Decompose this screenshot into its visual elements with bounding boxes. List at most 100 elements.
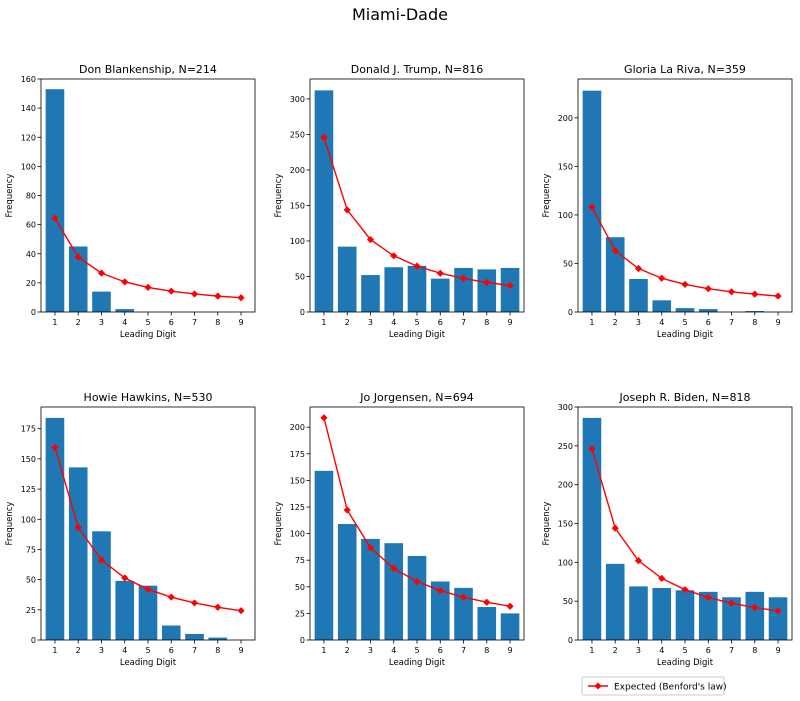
subplot-title: Jo Jorgensen, N=694 [359,391,473,404]
observed-bar [454,587,473,640]
observed-bar [92,291,111,312]
expected-point [727,599,736,607]
y-tick-label: 0 [568,308,573,317]
observed-bar [477,607,497,640]
expected-point [611,247,619,255]
y-tick-label: 50 [26,576,36,585]
x-tick-label: 7 [192,318,197,327]
observed-bar [629,278,648,312]
x-tick-label: 3 [99,318,104,327]
expected-point [413,262,421,270]
y-tick-label: 300 [290,95,305,104]
x-tick-label: 5 [414,318,419,327]
y-tick-label: 200 [558,481,573,490]
observed-bar [384,267,404,312]
x-tick-label: 5 [414,646,419,655]
x-tick-label: 2 [76,318,81,327]
expected-point [727,288,736,296]
y-axis-label: Frequency [274,174,284,218]
observed-bar [582,90,602,313]
legend: Expected (Benford's law) [581,676,727,696]
x-tick-label: 3 [368,318,373,327]
x-tick-label: 4 [122,318,127,327]
x-tick-label: 6 [438,318,443,327]
y-tick-label: 50 [563,259,573,268]
expected-point [658,574,666,583]
observed-bar [68,246,88,312]
expected-point [320,133,328,142]
expected-point [144,283,152,291]
observed-bar [337,246,357,312]
expected-point [237,294,245,302]
expected-point [51,443,59,452]
y-tick-label: 125 [290,503,305,512]
x-tick-label: 6 [169,646,174,655]
observed-bar [698,591,718,640]
observed-bar [582,417,602,640]
observed-bar [698,309,718,312]
expected-point [320,414,328,422]
y-tick-label: 200 [290,423,305,432]
y-tick-label: 100 [21,515,36,524]
expected-point [343,206,351,214]
observed-bar [337,524,357,640]
expected-point [751,290,759,298]
observed-bar [500,613,520,640]
observed-bar [629,586,648,640]
x-tick-label: 6 [706,318,711,327]
expected-point [588,203,596,211]
expected-point [237,607,245,615]
expected-point [97,556,106,564]
observed-bar [314,470,334,640]
observed-bar [652,300,672,312]
observed-bar [605,237,625,312]
y-tick-label: 150 [558,162,573,171]
expected-point [634,264,643,273]
expected-point [774,607,782,615]
expected-point [413,577,421,586]
expected-point [506,281,514,290]
observed-bar [407,265,427,312]
y-tick-label: 120 [21,133,36,142]
subplot: Howie Hawkins, N=53002550751001251501751… [5,391,256,668]
subplot: Don Blankenship, N=214 0 20 40 60 80 100 120 140… [5,63,256,340]
y-tick-label: 150 [290,201,305,210]
x-tick-label: 1 [52,318,57,327]
observed-bar [407,555,427,640]
observed-bar [652,587,672,640]
expected-point [390,252,398,260]
observed-bar [185,633,204,640]
observed-bar [454,267,473,312]
expected-point [459,274,468,282]
x-tick-label: 1 [52,646,57,655]
x-tick-label: 2 [613,646,618,655]
observed-bar [45,89,65,312]
y-tick-label: 175 [290,450,305,459]
x-tick-label: 6 [706,646,711,655]
x-tick-label: 1 [321,318,326,327]
expected-point [190,599,199,607]
x-tick-label: 7 [461,646,466,655]
y-axis-label: Frequency [274,502,284,546]
x-tick-label: 2 [345,646,350,655]
x-tick-label: 8 [215,318,220,327]
expected-point [774,292,782,300]
y-tick-label: 150 [290,476,305,485]
y-tick-label: 100 [558,211,573,220]
subplot: Jo Jorgensen, N=694025507510012515017520… [274,391,525,668]
observed-bar [430,278,450,312]
observed-bar [675,308,695,312]
x-tick-label: 3 [368,646,373,655]
y-tick-label: 200 [558,114,573,123]
x-tick-label: 9 [238,318,243,327]
x-axis-label: Leading Digit [389,658,446,668]
y-tick-label: 150 [558,520,573,529]
x-tick-label: 8 [752,646,757,655]
x-tick-label: 2 [345,318,350,327]
legend-box [581,676,725,696]
x-tick-label: 4 [391,646,396,655]
x-tick-label: 1 [589,318,594,327]
y-tick-label: 50 [295,272,305,281]
y-tick-label: 100 [290,530,305,539]
expected-point [459,593,468,601]
